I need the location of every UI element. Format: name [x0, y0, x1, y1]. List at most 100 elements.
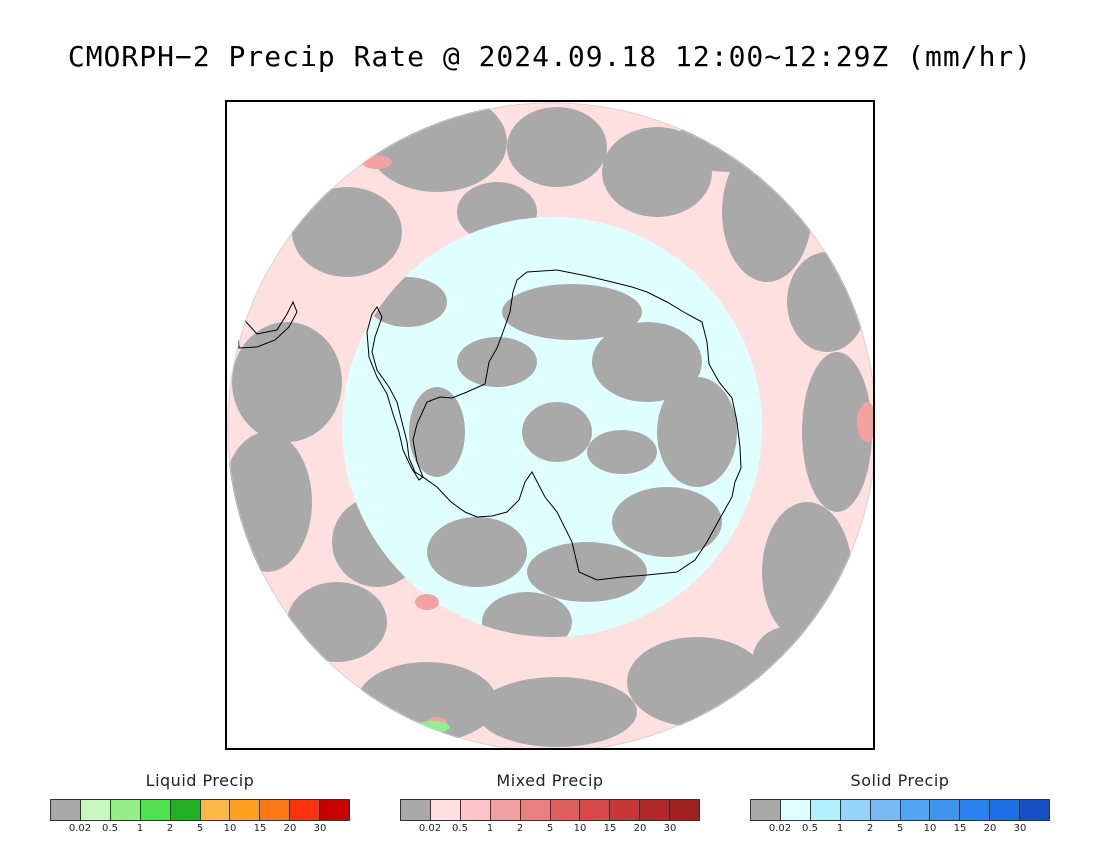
map-title: CMORPH−2 Precip Rate @ 2024.09.18 12:00~…: [67, 40, 1033, 73]
no-precip-blob: [802, 352, 872, 512]
no-precip-blob: [592, 322, 702, 402]
no-precip-blob: [477, 677, 637, 747]
legend-tick-label: 30: [663, 823, 677, 834]
legend-solid-precip: Solid Precip 0.02 0.5 1 2 5 10 15 20 30: [750, 770, 1050, 837]
legend-swatch: [780, 800, 811, 820]
no-precip-blob: [409, 387, 465, 477]
legend-color-bar: [400, 799, 700, 821]
no-precip-blob: [357, 662, 497, 742]
legend-swatch: [230, 800, 261, 820]
moderate-mixed-precip-spot: [415, 594, 439, 610]
no-precip-blob: [787, 252, 867, 352]
legend-swatch: [430, 800, 461, 820]
south-america-coastline: [236, 300, 298, 349]
no-precip-blob: [752, 627, 822, 697]
legend-swatch: [170, 800, 201, 820]
legend-swatch: [490, 800, 521, 820]
no-precip-blob: [627, 637, 767, 727]
legend-tick-label: 15: [253, 823, 267, 834]
legend-tick-label: 2: [166, 823, 174, 834]
legend-tick-label: 5: [546, 823, 554, 834]
no-precip-blob: [587, 430, 657, 474]
legend-tick-labels: 0.02 0.5 1 2 5 10 15 20 30: [50, 823, 350, 837]
legend-tick-label: 20: [983, 823, 997, 834]
map-frame: [225, 100, 875, 750]
legend-swatch: [80, 800, 111, 820]
legend-swatch: [610, 800, 641, 820]
antarctica-landmass: [412, 269, 742, 581]
legend-tick-label: 2: [866, 823, 874, 834]
no-precip-blob: [232, 322, 342, 442]
legend-swatch: [290, 800, 321, 820]
legend-tick-label: 15: [603, 823, 617, 834]
legend-color-bar: [50, 799, 350, 821]
legend-liquid-precip: Liquid Precip 0.02 0.5 1 2 5 10 15 20 30: [50, 770, 350, 837]
legend-tick-label: 0.02: [768, 823, 792, 834]
light-solid-precip-region: [342, 217, 762, 637]
no-precip-blob: [427, 517, 527, 587]
legend-tick-label: 20: [633, 823, 647, 834]
legend-title: Liquid Precip: [145, 771, 255, 790]
legend-swatch: [260, 800, 291, 820]
legend-swatch: [810, 800, 841, 820]
legend-tick-label: 10: [923, 823, 937, 834]
hemisphere-outline: [227, 102, 873, 748]
legend-swatch: [840, 800, 871, 820]
legend-tick-label: 0.5: [802, 823, 818, 834]
legend-swatch: [990, 800, 1021, 820]
no-precip-blob: [507, 107, 607, 187]
legend-swatch: [200, 800, 231, 820]
legend-swatch: [870, 800, 901, 820]
no-precip-blob: [677, 112, 777, 172]
legend-swatch: [900, 800, 931, 820]
legend-swatch: [401, 800, 431, 820]
legend-tick-label: 5: [896, 823, 904, 834]
legend-tick-label: 20: [283, 823, 297, 834]
legend-tick-label: 2: [516, 823, 524, 834]
legend-swatch: [110, 800, 141, 820]
no-precip-regions: [227, 102, 872, 747]
no-precip-blob: [482, 592, 572, 637]
hemisphere-disk: [227, 102, 873, 748]
legend-tick-label: 30: [313, 823, 327, 834]
precip-map: [227, 102, 873, 748]
legend-swatch: [1020, 800, 1050, 820]
legend-title: Solid Precip: [850, 771, 950, 790]
antarctic-peninsula: [366, 306, 424, 481]
no-precip-blob: [287, 582, 387, 662]
legend-swatch: [640, 800, 671, 820]
no-precip-blob: [502, 284, 642, 340]
no-precip-blob: [522, 402, 592, 462]
legend-tick-labels: 0.02 0.5 1 2 5 10 15 20 30: [400, 823, 700, 837]
legend-tick-labels: 0.02 0.5 1 2 5 10 15 20 30: [750, 823, 1050, 837]
legend-swatch: [460, 800, 491, 820]
legend-tick-label: 10: [573, 823, 587, 834]
legend-mixed-precip: Mixed Precip 0.02 0.5 1 2 5 10 15 20 30: [400, 770, 700, 837]
no-precip-blob: [612, 487, 722, 557]
legend-tick-label: 1: [136, 823, 144, 834]
no-precip-blob: [527, 542, 647, 602]
legend-swatch: [751, 800, 781, 820]
legend-color-bar: [750, 799, 1050, 821]
moderate-mixed-precip-spot: [857, 402, 873, 442]
legend-tick-label: 0.5: [102, 823, 118, 834]
legend-swatch: [51, 800, 81, 820]
no-precip-blob: [292, 187, 402, 277]
legend-tick-label: 0.5: [452, 823, 468, 834]
legend-tick-label: 5: [196, 823, 204, 834]
legend-swatch: [520, 800, 551, 820]
legend-tick-label: 1: [486, 823, 494, 834]
no-precip-blob: [762, 502, 852, 642]
legend-swatch: [140, 800, 171, 820]
legend-title: Mixed Precip: [496, 771, 604, 790]
legend-swatch: [580, 800, 611, 820]
legend-tick-label: 1: [836, 823, 844, 834]
legend-swatch: [320, 800, 350, 820]
legend-swatch: [930, 800, 961, 820]
legend-swatch: [960, 800, 991, 820]
legend-swatch: [670, 800, 700, 820]
legend-tick-label: 30: [1013, 823, 1027, 834]
legend-tick-label: 0.02: [68, 823, 92, 834]
no-precip-blob: [657, 377, 737, 487]
legend-tick-label: 0.02: [418, 823, 442, 834]
